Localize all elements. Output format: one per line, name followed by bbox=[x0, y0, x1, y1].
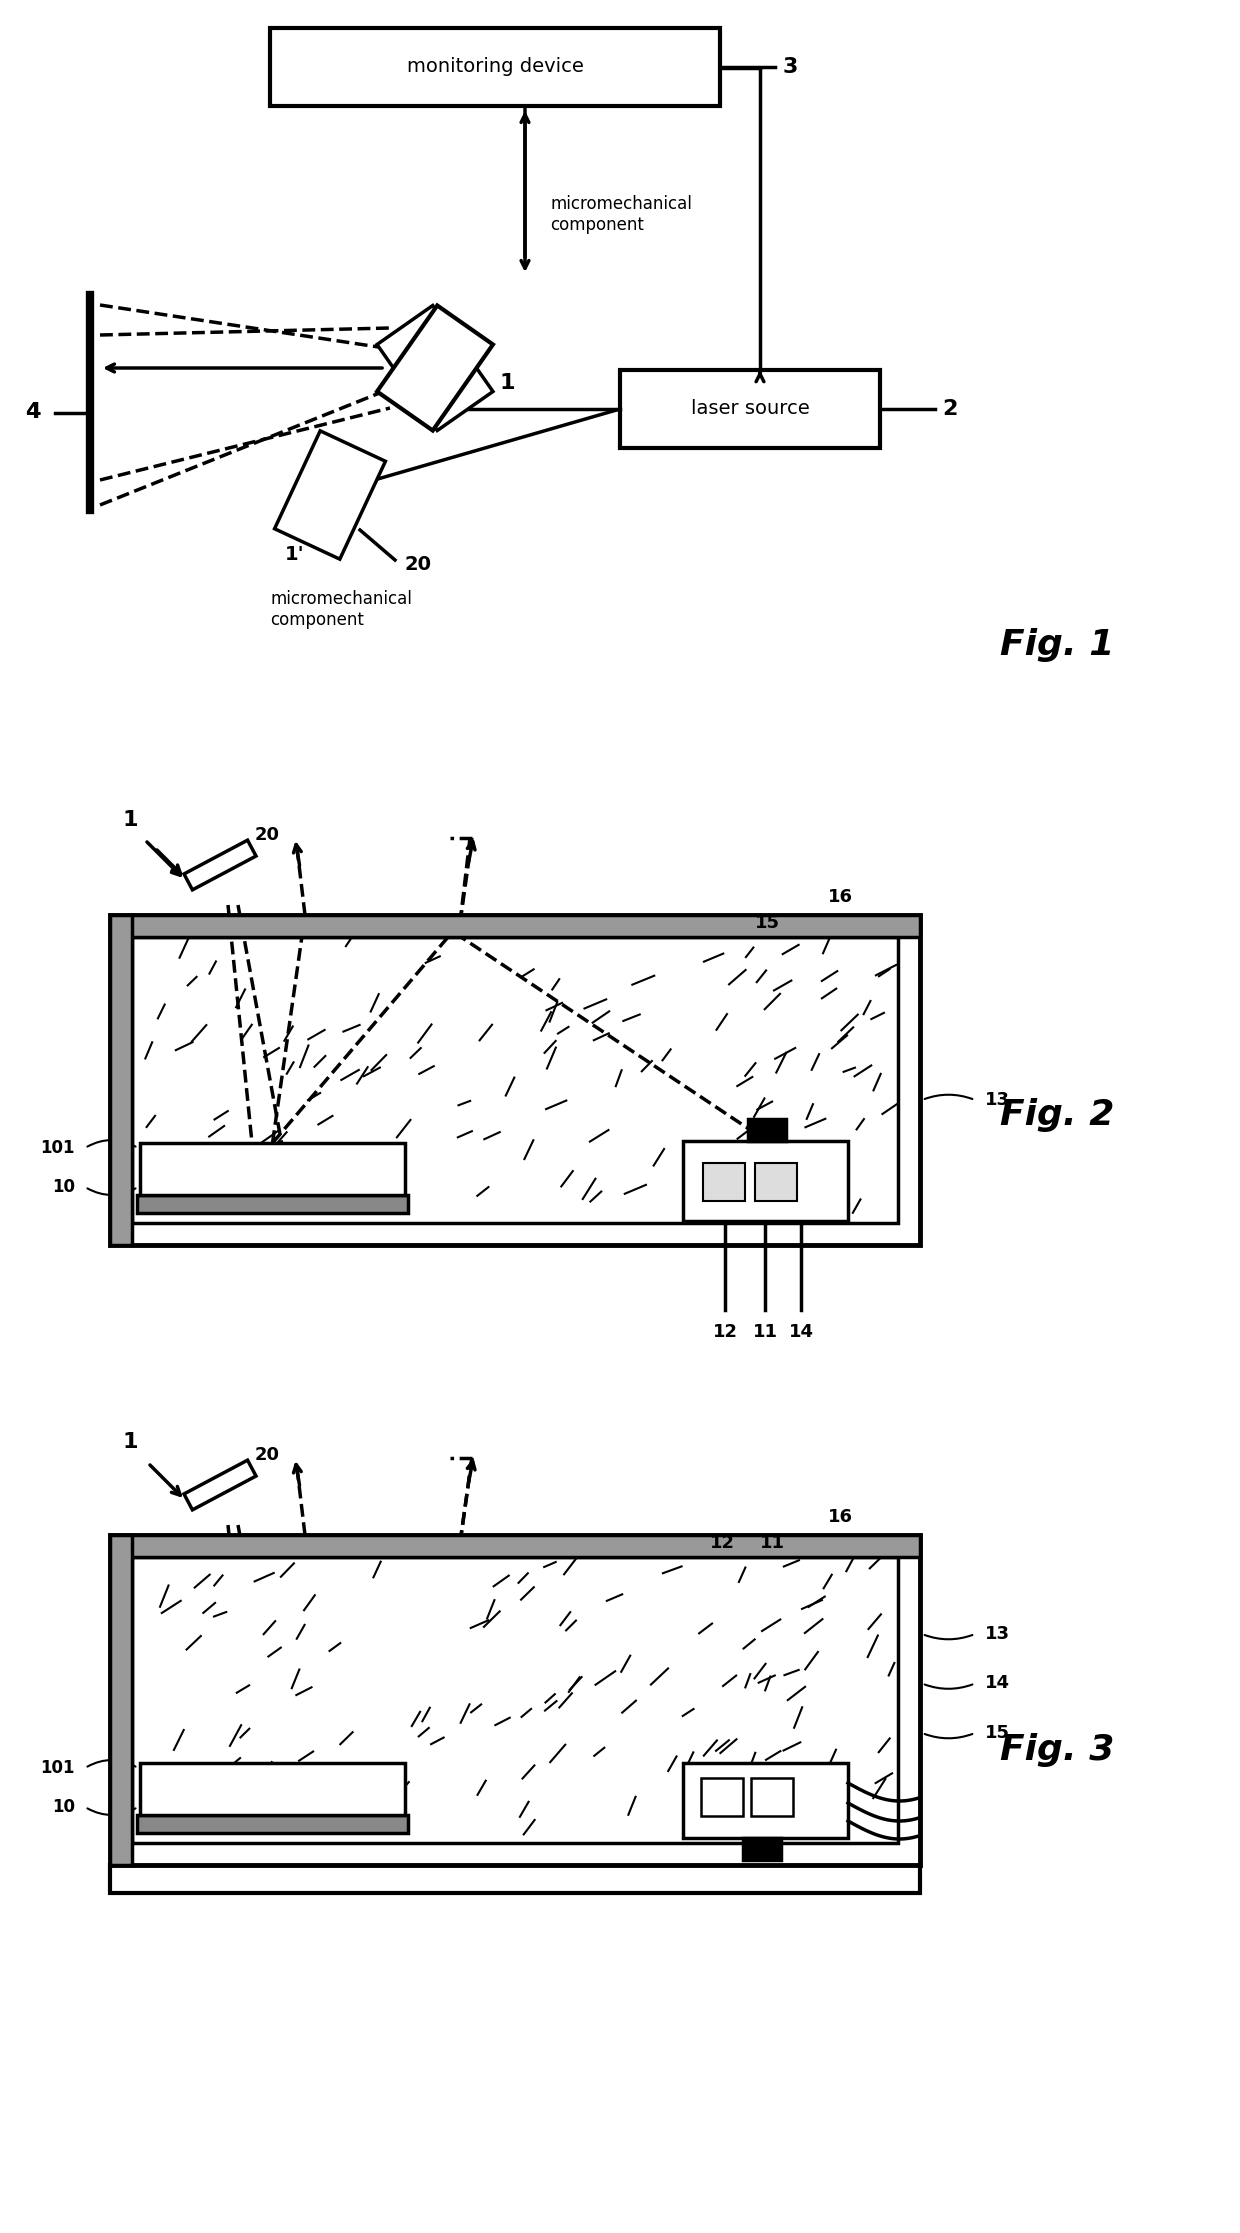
Text: 101: 101 bbox=[41, 1760, 74, 1777]
Polygon shape bbox=[377, 306, 494, 431]
Text: laser source: laser source bbox=[691, 400, 810, 418]
Text: 14: 14 bbox=[789, 1322, 813, 1342]
Bar bbox=[110, 1865, 920, 1894]
Bar bbox=[110, 1534, 920, 1556]
Text: 12: 12 bbox=[709, 1534, 734, 1552]
Text: 14: 14 bbox=[985, 1675, 1011, 1693]
Bar bbox=[110, 1534, 131, 1865]
Bar bbox=[136, 1815, 408, 1833]
Text: Fig. 1: Fig. 1 bbox=[999, 627, 1115, 661]
Text: 13: 13 bbox=[985, 1626, 1011, 1643]
Bar bbox=[110, 916, 920, 1246]
Bar bbox=[748, 1119, 786, 1141]
Bar bbox=[703, 1163, 745, 1201]
Bar bbox=[131, 1556, 898, 1842]
Text: 10: 10 bbox=[52, 1798, 74, 1815]
Text: monitoring device: monitoring device bbox=[407, 58, 584, 76]
Text: 20: 20 bbox=[405, 556, 432, 574]
Bar bbox=[270, 29, 720, 105]
Text: 3: 3 bbox=[782, 58, 797, 76]
Text: 1': 1' bbox=[285, 545, 305, 565]
Text: 11: 11 bbox=[759, 1534, 785, 1552]
Text: micromechanical
component: micromechanical component bbox=[551, 194, 692, 234]
Bar bbox=[751, 1777, 794, 1815]
Text: 101: 101 bbox=[41, 1139, 74, 1157]
Text: 16: 16 bbox=[827, 1507, 853, 1525]
Bar bbox=[140, 1764, 405, 1815]
Polygon shape bbox=[184, 1460, 255, 1510]
Text: 1: 1 bbox=[123, 1431, 138, 1451]
Bar bbox=[110, 916, 131, 1246]
Text: 4: 4 bbox=[25, 402, 40, 422]
Bar bbox=[683, 1764, 848, 1838]
Bar bbox=[620, 371, 880, 449]
Bar bbox=[131, 938, 898, 1224]
Text: 16: 16 bbox=[827, 889, 853, 907]
Text: 1: 1 bbox=[123, 811, 138, 831]
Bar bbox=[743, 1838, 781, 1860]
Text: 20: 20 bbox=[255, 1447, 280, 1465]
Text: 11: 11 bbox=[753, 1322, 777, 1342]
Bar bbox=[701, 1777, 743, 1815]
Text: 12: 12 bbox=[713, 1322, 738, 1342]
Bar bbox=[136, 1195, 408, 1213]
Polygon shape bbox=[274, 431, 386, 558]
Text: 15: 15 bbox=[754, 913, 780, 931]
Polygon shape bbox=[377, 306, 494, 431]
Bar bbox=[140, 1143, 405, 1195]
Text: 4: 4 bbox=[25, 402, 40, 422]
Text: 15: 15 bbox=[985, 1724, 1011, 1742]
Polygon shape bbox=[184, 840, 255, 889]
Text: 10: 10 bbox=[52, 1179, 74, 1197]
Text: micromechanical
component: micromechanical component bbox=[270, 590, 412, 630]
Bar bbox=[755, 1163, 797, 1201]
Text: 1: 1 bbox=[500, 373, 516, 393]
Text: Fig. 3: Fig. 3 bbox=[999, 1733, 1115, 1766]
Bar bbox=[683, 1141, 848, 1221]
Bar bbox=[110, 916, 920, 938]
Text: 13: 13 bbox=[985, 1092, 1011, 1110]
Bar bbox=[110, 1534, 920, 1865]
Text: 2: 2 bbox=[942, 400, 957, 420]
Text: Fig. 2: Fig. 2 bbox=[999, 1099, 1115, 1132]
Text: 20: 20 bbox=[255, 826, 280, 844]
